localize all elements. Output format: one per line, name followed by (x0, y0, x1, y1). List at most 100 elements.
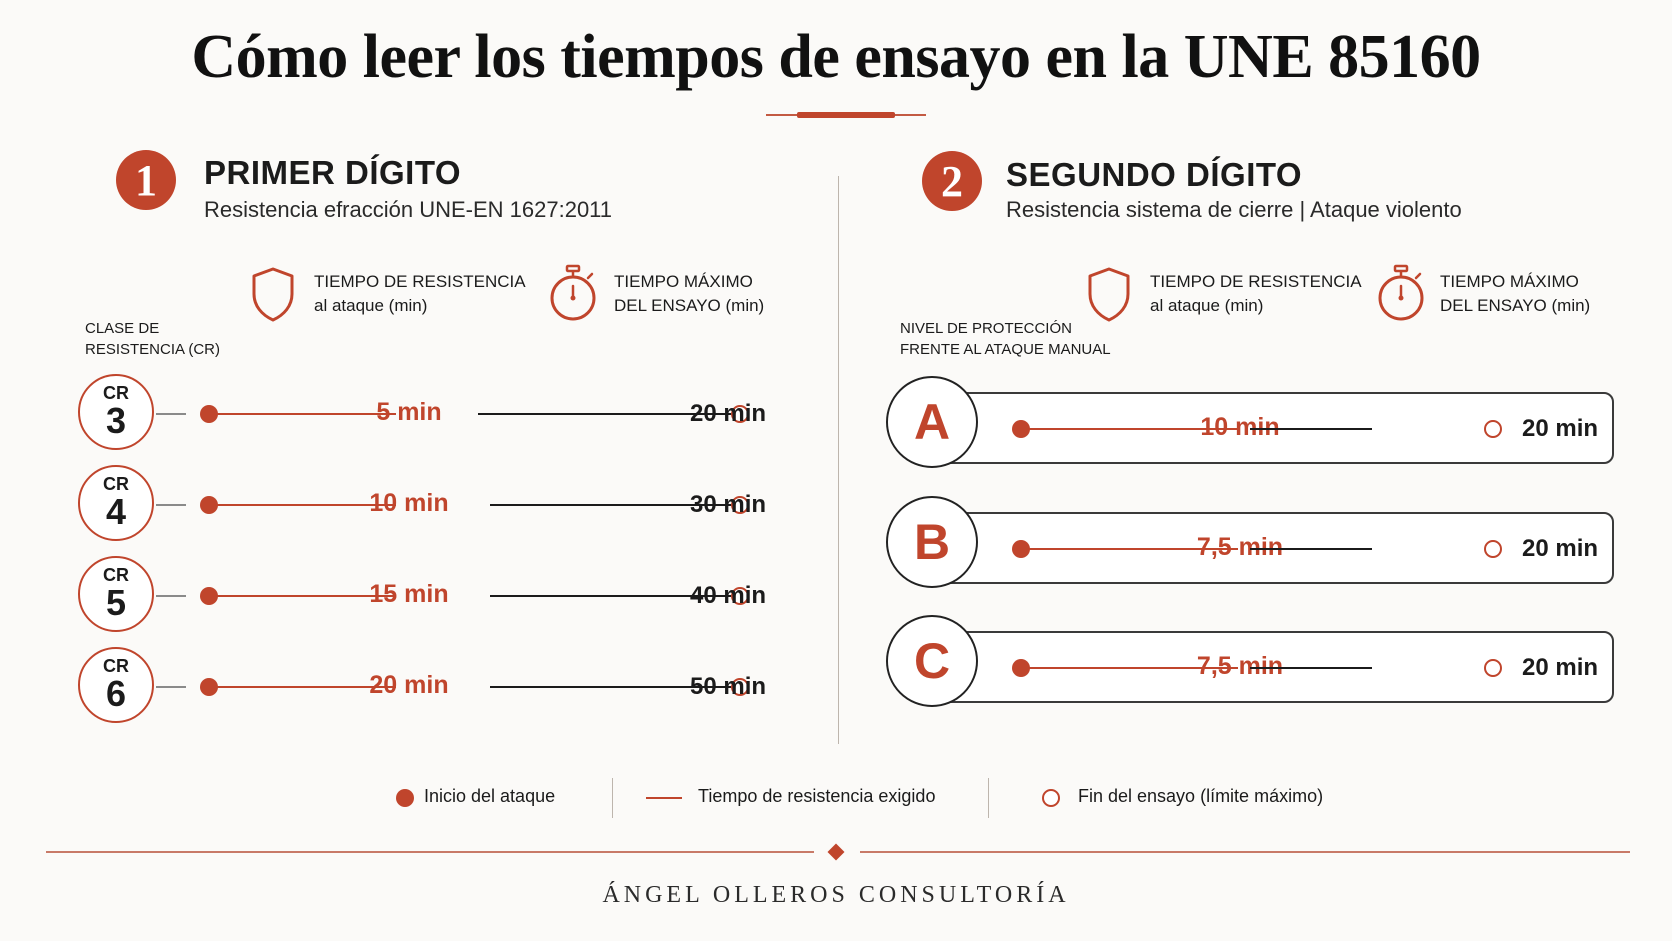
test-end-dot (731, 587, 749, 605)
attack-start-dot (1012, 659, 1030, 677)
test-end-dot (731, 678, 749, 696)
col-resistance-title: TIEMPO DE RESISTENCIA (1150, 272, 1362, 291)
test-end-dot (1484, 420, 1502, 438)
resistance-time: 10 min (1200, 413, 1280, 441)
section-1-subheading: Resistencia efracción UNE-EN 1627:2011 (204, 197, 613, 222)
stopwatch-icon (1378, 264, 1424, 321)
shield-icon (252, 267, 294, 322)
legend-end-dot (1042, 789, 1060, 807)
legend-start-dot (396, 789, 414, 807)
resistance-line (216, 504, 396, 506)
page-title: Cómo leer los tiempos de ensayo en la UN… (191, 23, 1481, 91)
attack-start-dot (200, 678, 218, 696)
cr-row: CR 4 10 min 30 min (78, 465, 778, 545)
resistance-line (216, 413, 396, 415)
cr-label: CR (103, 383, 129, 403)
col-max-title: TIEMPO MÁXIMO (614, 272, 753, 291)
level-letter: A (886, 376, 978, 468)
section-1-badge: 1 (116, 150, 176, 210)
test-line (490, 504, 734, 506)
connector (156, 504, 186, 506)
max-time: 20 min (1522, 535, 1599, 562)
test-end-dot (1484, 659, 1502, 677)
col-max-sub: DEL ENSAYO (1440, 296, 1547, 315)
cr-number: 6 (105, 673, 127, 714)
cr-badge: CR 3 (78, 374, 154, 450)
resistance-line (216, 686, 396, 688)
col-resistance-header: TIEMPO DE RESISTENCIA al ataque (min) (314, 270, 526, 318)
max-time: 20 min (1522, 415, 1599, 442)
title-underline-accent (797, 112, 895, 118)
stopwatch-icon (550, 264, 596, 321)
connector (156, 413, 186, 415)
cr-label: CR (103, 565, 129, 585)
max-time: 40 min (690, 582, 767, 609)
legend-end-label: Fin del ensayo (límite máximo) (1078, 786, 1324, 806)
test-line (478, 413, 734, 415)
max-time: 20 min (690, 400, 767, 427)
shield-icon (1088, 267, 1130, 322)
attack-start-dot (200, 587, 218, 605)
test-line (1250, 548, 1372, 550)
attack-start-dot (1012, 540, 1030, 558)
resistance-time: 20 min (369, 671, 449, 699)
level-row: B 7,5 min 20 min (886, 496, 1616, 592)
cr-row: CR 3 5 min 20 min (78, 374, 778, 454)
connector (156, 686, 186, 688)
section-2-heading: SEGUNDO DÍGITO (1006, 156, 1303, 193)
resistance-time: 10 min (369, 489, 449, 517)
legend-separator (612, 778, 613, 818)
level-letter: B (886, 496, 978, 588)
col-max-header: TIEMPO MÁXIMO DEL ENSAYO (min) (1440, 270, 1590, 318)
resistance-line (216, 595, 396, 597)
cr-badge: CR 5 (78, 556, 154, 632)
attack-start-dot (200, 496, 218, 514)
attack-start-dot (1012, 420, 1030, 438)
col-max-unit: (min) (1551, 296, 1591, 315)
level-row: A 10 min 20 min (886, 376, 1616, 472)
footer-rule-left (46, 851, 814, 853)
test-line (490, 595, 734, 597)
col-resistance-sub: al ataque (min) (314, 296, 428, 315)
resistance-line (1028, 548, 1238, 550)
legend-resistance-label: Tiempo de resistencia exigido (698, 786, 936, 806)
max-time: 20 min (1522, 654, 1599, 681)
row-header-line-2: RESISTENCIA (CR) (85, 341, 221, 358)
cr-number: 5 (105, 582, 127, 623)
row-header-line-1: NIVEL DE PROTECCIÓN (900, 320, 1072, 337)
cr-badge: CR 4 (78, 465, 154, 541)
resistance-time: 15 min (369, 580, 449, 608)
footer-brand: ÁNGEL OLLEROS CONSULTORÍA (602, 882, 1070, 908)
test-end-dot (731, 405, 749, 423)
footer-diamond (827, 843, 845, 861)
cr-row: CR 6 20 min 50 min (78, 647, 778, 727)
test-end-dot (731, 496, 749, 514)
resistance-time: 5 min (376, 398, 442, 426)
legend-start-label: Inicio del ataque (424, 786, 556, 806)
cr-badge: CR 6 (78, 647, 154, 723)
test-end-dot (1484, 540, 1502, 558)
cr-label: CR (103, 474, 129, 494)
connector (156, 595, 186, 597)
legend-separator (988, 778, 989, 818)
col-max-unit: (min) (725, 296, 765, 315)
cr-number: 3 (105, 400, 127, 441)
col-resistance-sub: al ataque (min) (1150, 296, 1264, 315)
max-time: 30 min (690, 491, 767, 518)
row-header-line-2: FRENTE AL ATAQUE MANUAL (900, 341, 1111, 358)
footer-rule-right (860, 851, 1630, 853)
row-header-class: CLASE DE RESISTENCIA (CR) (85, 318, 220, 360)
resistance-line (1028, 667, 1238, 669)
cr-label: CR (103, 656, 129, 676)
test-line (1250, 667, 1372, 669)
section-1-heading: PRIMER DÍGITO (204, 154, 462, 191)
attack-start-dot (200, 405, 218, 423)
cr-row: CR 5 15 min 40 min (78, 556, 778, 636)
section-2-badge: 2 (922, 151, 982, 211)
cr-number: 4 (105, 491, 127, 532)
resistance-time: 7,5 min (1196, 652, 1284, 680)
test-line (1250, 428, 1372, 430)
level-row: C 7,5 min 20 min (886, 615, 1616, 711)
col-resistance-title: TIEMPO DE RESISTENCIA (314, 272, 526, 291)
legend-resistance-line (646, 797, 682, 799)
